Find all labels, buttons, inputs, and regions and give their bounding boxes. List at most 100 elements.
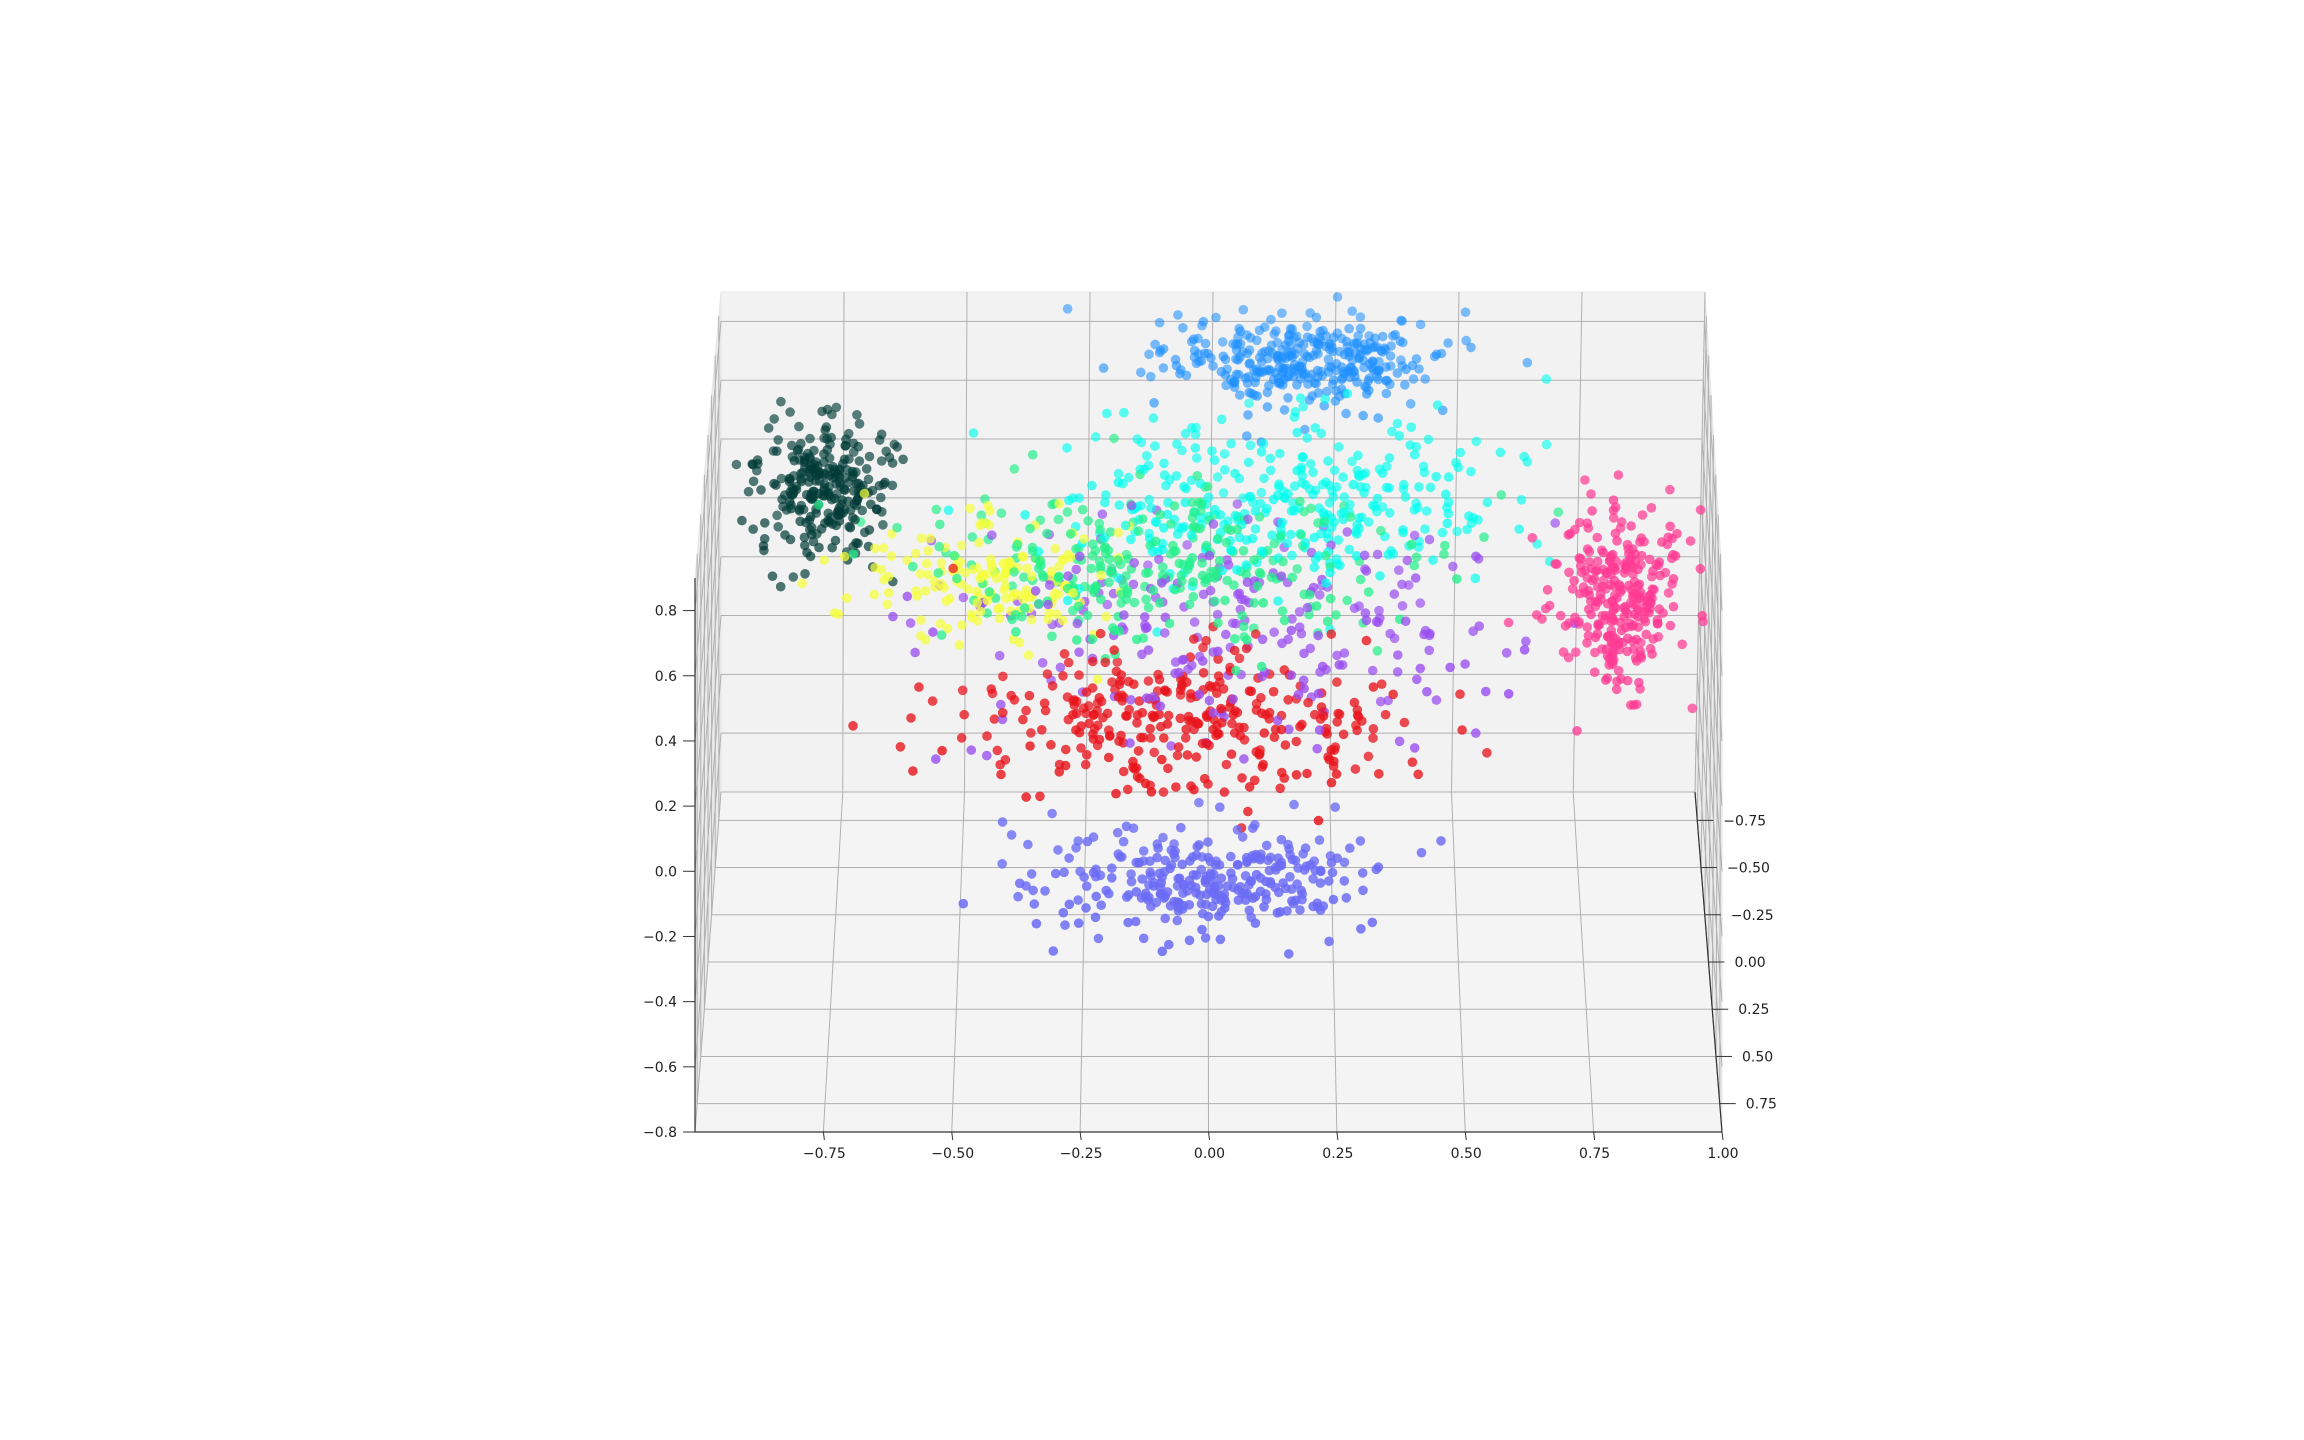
scatter-point-cluster-6 bbox=[1121, 571, 1131, 581]
scatter-point-cluster-1 bbox=[823, 515, 833, 526]
scatter-point-cluster-5 bbox=[1441, 489, 1451, 500]
scatter-point-cluster-6 bbox=[1025, 523, 1035, 534]
scatter-point-cluster-1 bbox=[853, 478, 864, 489]
scatter-point-cluster-4 bbox=[1326, 745, 1336, 755]
scatter-point-cluster-6 bbox=[1553, 507, 1564, 517]
scatter-point-cluster-3 bbox=[1029, 899, 1040, 909]
scatter-point-cluster-6 bbox=[1158, 570, 1168, 580]
scatter-point-cluster-6 bbox=[1440, 540, 1450, 551]
scatter-point-cluster-8 bbox=[1142, 622, 1152, 633]
scatter-point-cluster-6 bbox=[1104, 554, 1114, 564]
scatter-point-cluster-6 bbox=[1168, 540, 1178, 551]
scatter-point-cluster-5 bbox=[943, 505, 954, 516]
scatter-point-cluster-0 bbox=[1150, 339, 1160, 350]
scatter-point-cluster-0 bbox=[1264, 380, 1274, 391]
scatter-point-cluster-4 bbox=[1268, 686, 1279, 697]
scatter-point-cluster-4 bbox=[1216, 703, 1226, 714]
scatter-point-cluster-4 bbox=[1277, 767, 1287, 778]
scatter-point-cluster-7 bbox=[1058, 615, 1068, 626]
scatter-point-cluster-8 bbox=[1359, 550, 1370, 561]
scatter-point-cluster-4 bbox=[1182, 750, 1193, 760]
scatter-point-cluster-4 bbox=[1094, 693, 1105, 703]
scatter-point-cluster-5 bbox=[1226, 438, 1236, 449]
x-tick-mark bbox=[822, 1131, 825, 1141]
scatter-point-cluster-5 bbox=[1244, 398, 1254, 409]
scatter-point-cluster-4 bbox=[1259, 728, 1270, 738]
scatter-point-cluster-7 bbox=[920, 635, 931, 645]
scatter-point-cluster-0 bbox=[1328, 375, 1339, 385]
scatter-point-cluster-4 bbox=[948, 563, 958, 574]
x-tick-mark bbox=[1079, 1131, 1082, 1141]
scatter-point-cluster-2 bbox=[1620, 601, 1630, 612]
scatter-point-cluster-3 bbox=[1232, 859, 1243, 870]
scatter-point-cluster-4 bbox=[1357, 716, 1367, 726]
scatter-point-cluster-3 bbox=[1330, 802, 1340, 812]
scatter-point-cluster-6 bbox=[1148, 585, 1159, 596]
scatter-point-cluster-5 bbox=[1394, 431, 1405, 441]
scatter-point-cluster-6 bbox=[1229, 580, 1239, 590]
scatter-point-cluster-5 bbox=[1274, 481, 1284, 492]
scatter-point-cluster-3 bbox=[1160, 913, 1170, 924]
scatter-point-cluster-2 bbox=[1665, 484, 1675, 495]
scatter-point-cluster-7 bbox=[920, 586, 931, 596]
scatter-point-cluster-8 bbox=[1293, 689, 1304, 700]
scatter-point-cluster-4 bbox=[1251, 629, 1261, 639]
scatter-point-cluster-5 bbox=[1309, 532, 1319, 543]
scatter-point-cluster-4 bbox=[998, 671, 1008, 682]
scatter-point-cluster-6 bbox=[1278, 556, 1288, 567]
scatter-point-cluster-4 bbox=[1026, 728, 1036, 738]
scatter-point-cluster-5 bbox=[1352, 520, 1362, 530]
scatter-point-cluster-0 bbox=[1466, 342, 1476, 353]
scatter-point-cluster-8 bbox=[1392, 667, 1403, 677]
scatter-point-cluster-7 bbox=[841, 593, 852, 603]
scatter-point-cluster-8 bbox=[1424, 534, 1435, 545]
scatter-point-cluster-5 bbox=[1179, 521, 1189, 532]
scatter-point-cluster-4 bbox=[1183, 711, 1194, 722]
scatter-point-cluster-8 bbox=[1126, 695, 1136, 705]
scatter-point-cluster-6 bbox=[1107, 568, 1118, 578]
scatter-point-cluster-6 bbox=[1376, 525, 1386, 536]
scatter-point-cluster-3 bbox=[1177, 859, 1187, 870]
scatter-point-cluster-6 bbox=[933, 568, 944, 578]
z-tick-label: −0.6 bbox=[643, 1060, 677, 1076]
scatter-point-cluster-1 bbox=[829, 493, 840, 504]
scatter-point-cluster-3 bbox=[1023, 839, 1033, 850]
scatter-point-cluster-7 bbox=[965, 503, 975, 514]
scatter-point-cluster-3 bbox=[1173, 902, 1184, 913]
scatter-point-cluster-2 bbox=[1582, 622, 1592, 632]
scatter-point-cluster-6 bbox=[1304, 589, 1315, 600]
scatter-point-cluster-7 bbox=[963, 584, 973, 594]
scatter-point-cluster-4 bbox=[1407, 757, 1418, 767]
scatter-point-cluster-5 bbox=[1159, 458, 1169, 469]
scatter-point-cluster-6 bbox=[1028, 449, 1038, 460]
scatter-point-cluster-2 bbox=[1542, 585, 1553, 595]
scatter-point-cluster-5 bbox=[1420, 524, 1430, 534]
scatter-point-cluster-3 bbox=[1059, 867, 1069, 878]
scatter-point-cluster-2 bbox=[1567, 584, 1578, 594]
scatter-point-cluster-5 bbox=[1230, 510, 1241, 521]
scatter-point-cluster-5 bbox=[1241, 560, 1251, 570]
scatter-point-cluster-0 bbox=[1420, 374, 1430, 384]
scatter-point-cluster-3 bbox=[1158, 832, 1168, 843]
scatter-point-cluster-6 bbox=[1237, 610, 1247, 621]
scatter-point-cluster-8 bbox=[1257, 671, 1267, 682]
scatter-point-cluster-3 bbox=[1416, 847, 1427, 858]
scatter-point-cluster-2 bbox=[1580, 475, 1590, 485]
scatter-point-cluster-6 bbox=[1209, 596, 1220, 607]
scatter-point-cluster-6 bbox=[1187, 497, 1197, 508]
scatter-point-cluster-7 bbox=[955, 557, 966, 567]
scatter-point-cluster-6 bbox=[976, 510, 987, 520]
scatter-point-cluster-6 bbox=[1189, 507, 1199, 517]
scatter-point-cluster-2 bbox=[1531, 610, 1542, 620]
scatter-point-cluster-3 bbox=[1356, 924, 1366, 934]
scatter-point-cluster-4 bbox=[1352, 705, 1363, 715]
scatter-point-cluster-6 bbox=[1184, 599, 1195, 610]
scatter-point-cluster-3 bbox=[1278, 878, 1288, 888]
scatter-point-cluster-5 bbox=[1171, 471, 1182, 481]
scatter-point-cluster-8 bbox=[1143, 645, 1154, 655]
scatter-point-cluster-6 bbox=[1157, 562, 1168, 572]
scatter-point-cluster-3 bbox=[1053, 845, 1063, 855]
scatter-point-cluster-4 bbox=[1181, 677, 1192, 687]
scatter-point-cluster-0 bbox=[1385, 379, 1395, 390]
scatter-point-cluster-1 bbox=[848, 438, 859, 449]
